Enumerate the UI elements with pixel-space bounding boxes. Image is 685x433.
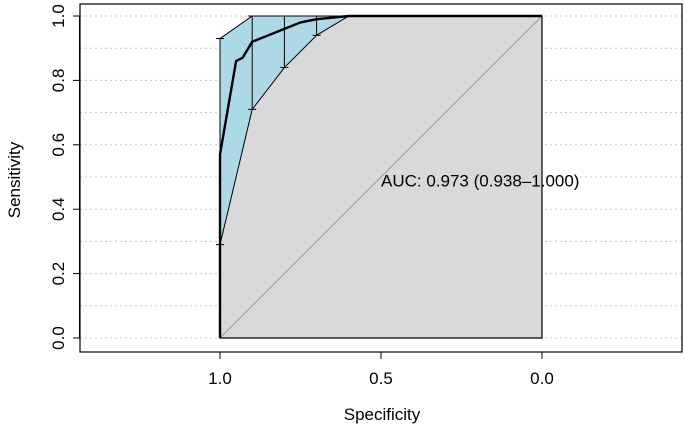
auc-annotation: AUC: 0.973 (0.938–1.000) <box>381 172 579 191</box>
x-tick-label: 0.5 <box>369 369 393 388</box>
y-tick-label: 0.4 <box>49 197 68 221</box>
x-tick-label: 0.0 <box>530 369 554 388</box>
y-tick-label: 0.8 <box>49 69 68 93</box>
y-tick-label: 1.0 <box>49 4 68 28</box>
x-axis-title: Specificity <box>344 405 421 424</box>
roc-curve <box>218 14 542 338</box>
y-tick-label: 0.6 <box>49 133 68 157</box>
x-tick-label: 1.0 <box>208 369 232 388</box>
axes: 0.0 0.2 0.4 0.6 0.8 1.0 1.0 0.5 0.0 <box>49 4 554 388</box>
y-axis-title: Sensitivity <box>5 141 24 218</box>
y-tick-label: 0.0 <box>49 326 68 350</box>
y-tick-label: 0.2 <box>49 262 68 286</box>
plot-lines <box>216 14 543 339</box>
diagonal-line <box>219 15 543 339</box>
